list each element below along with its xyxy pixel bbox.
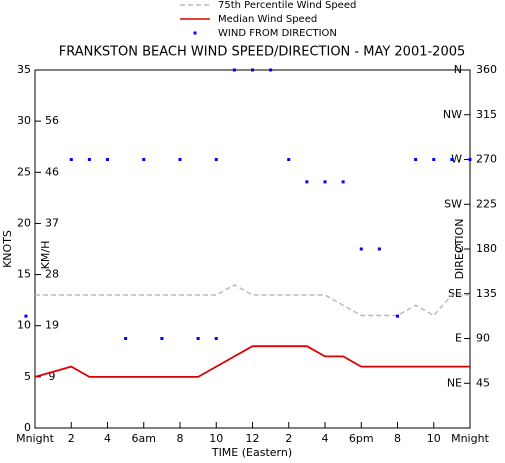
kmh-tick-label: 37 (45, 216, 59, 229)
x-tick-label: 2 (68, 432, 75, 445)
direction-point (87, 158, 91, 161)
plot-frame (34, 69, 471, 429)
direction-point (450, 158, 454, 161)
y2-tick-label: 90 (476, 332, 490, 345)
y2-tick-label: 315 (476, 108, 497, 121)
y2-tick-name: W (451, 153, 462, 166)
direction-point (377, 247, 381, 251)
y2-axis-label: DIRECTION (453, 219, 466, 280)
x-tick-label: 8 (394, 432, 401, 445)
y2-tick-name: NE (447, 376, 462, 389)
y-axis-label: KNOTS (1, 230, 14, 268)
y-tick-label: 10 (17, 319, 31, 332)
y2-tick-name: S (455, 242, 462, 255)
y2-tick-label: 360 (476, 63, 497, 76)
kmh-axis-label: KM/H (39, 241, 52, 270)
x-tick-label: Mnight (16, 432, 54, 445)
direction-point (232, 68, 236, 72)
y2-tick-label: 270 (476, 153, 497, 166)
x-tick-label: 10 (209, 432, 223, 445)
x-tick-label: Mnight (451, 432, 489, 445)
kmh-tick-label: 28 (45, 268, 59, 281)
y2-tick-label: 225 (476, 197, 497, 210)
x-tick-label: 6am (132, 432, 156, 445)
y2-tick-name: N (454, 63, 462, 76)
y2-tick-name: E (455, 332, 462, 345)
direction-point (305, 180, 309, 184)
series-line (34, 345, 470, 378)
direction-point (178, 158, 182, 161)
x-tick-label: 2 (285, 432, 292, 445)
direction-point (323, 180, 327, 184)
y-tick-label: 5 (24, 370, 31, 383)
kmh-tick-label: 19 (45, 319, 59, 332)
direction-point (142, 158, 146, 161)
direction-point (24, 314, 28, 318)
x-tick-label: 4 (104, 432, 111, 445)
kmh-tick-label: 46 (45, 165, 59, 178)
direction-point (341, 180, 345, 184)
y-tick-label: 20 (17, 216, 31, 229)
chart-title: FRANKSTON BEACH WIND SPEED/DIRECTION - M… (59, 45, 466, 60)
kmh-tick-label: 9 (49, 370, 56, 383)
legend-swatch (193, 31, 197, 35)
y-tick-label: 25 (17, 165, 31, 178)
legend-label: WIND FROM DIRECTION (218, 28, 337, 39)
direction-point (396, 314, 399, 318)
direction-point (196, 337, 200, 340)
y2-tick-label: 135 (476, 287, 497, 300)
direction-point (106, 158, 109, 161)
legend-label: Median Wind Speed (218, 14, 317, 25)
direction-point (214, 337, 218, 340)
direction-point (124, 337, 128, 340)
direction-point (69, 158, 73, 161)
direction-point (287, 158, 291, 161)
x-tick-label: 6pm (349, 432, 374, 445)
y2-tick-name: SW (444, 197, 462, 210)
direction-point (414, 158, 418, 161)
direction-point (160, 337, 164, 340)
y2-tick-name: NW (443, 108, 462, 121)
direction-point (359, 247, 363, 251)
y2-tick-label: 180 (476, 242, 497, 255)
kmh-tick-label: 56 (45, 114, 59, 127)
series-line (35, 283, 470, 317)
y-tick-label: 0 (24, 421, 31, 434)
direction-point (468, 158, 472, 161)
y-tick-label: 30 (17, 114, 31, 127)
x-tick-label: 12 (246, 432, 260, 445)
y2-tick-label: 45 (476, 376, 490, 389)
y-tick-label: 35 (17, 63, 31, 76)
direction-point (251, 68, 254, 72)
x-axis-label: TIME (Eastern) (211, 446, 292, 459)
y-tick-label: 15 (17, 268, 31, 281)
y2-tick-name: SE (448, 287, 462, 300)
x-tick-label: 8 (177, 432, 184, 445)
x-tick-label: 10 (427, 432, 441, 445)
direction-point (269, 68, 273, 72)
legend-label: 75th Percentile Wind Speed (218, 0, 356, 11)
direction-point (214, 158, 218, 161)
x-tick-label: 4 (322, 432, 329, 445)
direction-point (432, 158, 436, 161)
